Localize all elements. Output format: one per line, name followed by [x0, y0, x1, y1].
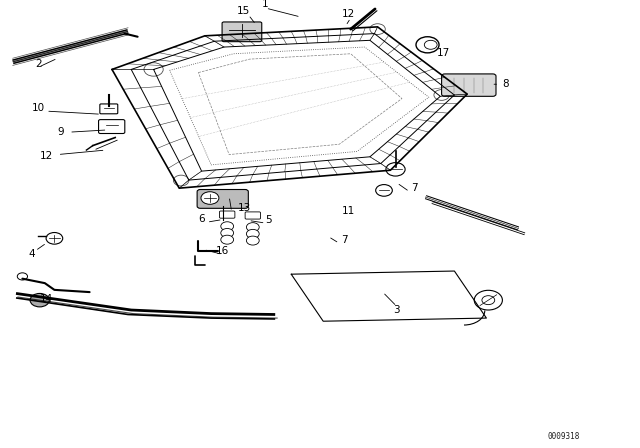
Text: 12: 12	[40, 151, 52, 161]
Circle shape	[246, 236, 259, 245]
Text: 8: 8	[502, 79, 509, 89]
Circle shape	[474, 290, 502, 310]
FancyBboxPatch shape	[99, 120, 125, 134]
Circle shape	[221, 235, 234, 244]
Circle shape	[201, 192, 219, 204]
Text: 13: 13	[238, 203, 251, 213]
Text: 11: 11	[342, 206, 355, 215]
Text: 6: 6	[198, 214, 205, 224]
Circle shape	[246, 229, 259, 238]
Text: 16: 16	[216, 246, 229, 256]
FancyBboxPatch shape	[442, 74, 496, 96]
Text: 1: 1	[262, 0, 269, 9]
Text: 7: 7	[412, 183, 418, 193]
Circle shape	[46, 233, 63, 244]
Circle shape	[386, 163, 405, 176]
Circle shape	[17, 273, 28, 280]
Circle shape	[246, 223, 259, 232]
Circle shape	[221, 228, 234, 237]
Circle shape	[416, 37, 439, 53]
FancyBboxPatch shape	[222, 22, 262, 42]
Circle shape	[30, 293, 49, 307]
Circle shape	[221, 222, 234, 231]
Text: 9: 9	[58, 127, 64, 137]
Text: 17: 17	[437, 48, 450, 58]
Circle shape	[376, 185, 392, 196]
Text: 5: 5	[266, 215, 272, 224]
Text: 15: 15	[237, 6, 250, 16]
FancyBboxPatch shape	[197, 190, 248, 208]
Text: 7: 7	[341, 235, 348, 245]
Text: 2: 2	[35, 59, 42, 69]
Text: 10: 10	[32, 103, 45, 112]
Text: 14: 14	[40, 294, 52, 304]
Text: 12: 12	[342, 9, 355, 19]
FancyBboxPatch shape	[220, 211, 235, 218]
Text: 3: 3	[394, 305, 400, 315]
FancyBboxPatch shape	[100, 104, 118, 114]
FancyBboxPatch shape	[245, 212, 260, 219]
Text: 4: 4	[29, 250, 35, 259]
Text: 0009318: 0009318	[547, 432, 579, 441]
